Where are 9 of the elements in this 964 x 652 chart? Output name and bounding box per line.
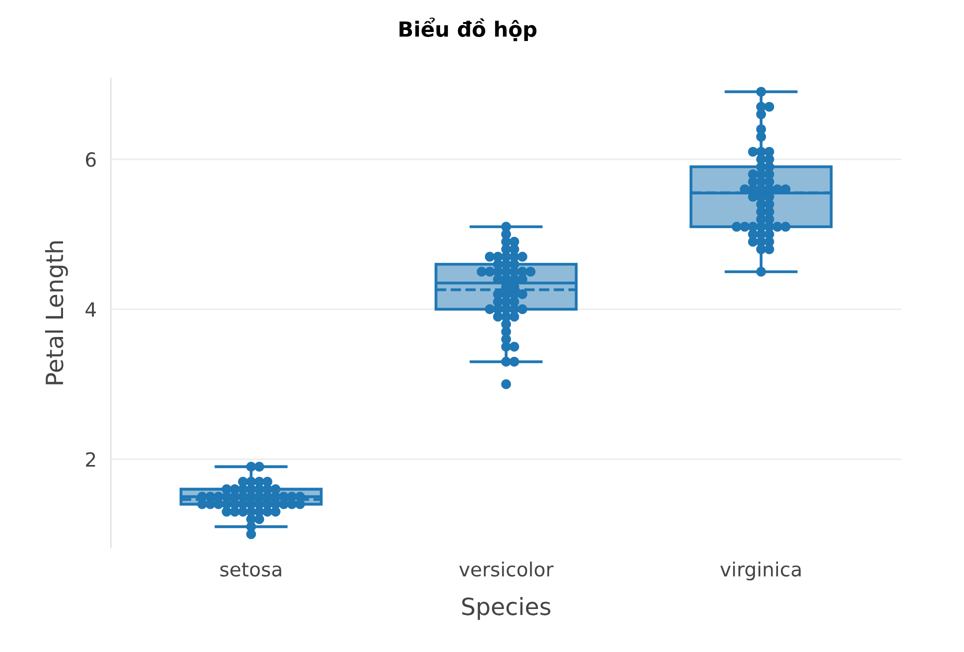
y-tick-label: 2 xyxy=(86,452,96,467)
y-axis-title: Petal Length xyxy=(45,241,68,384)
x-tick-label: versicolor xyxy=(459,562,554,577)
x-tick-label: setosa xyxy=(220,562,282,577)
y-tick-label: 6 xyxy=(86,152,96,167)
x-tick-label: virginica xyxy=(720,562,801,580)
y-tick-label: 4 xyxy=(86,302,96,317)
chart-title: Biểu đồ hộp xyxy=(400,18,536,42)
x-axis-title: Species xyxy=(462,597,550,620)
